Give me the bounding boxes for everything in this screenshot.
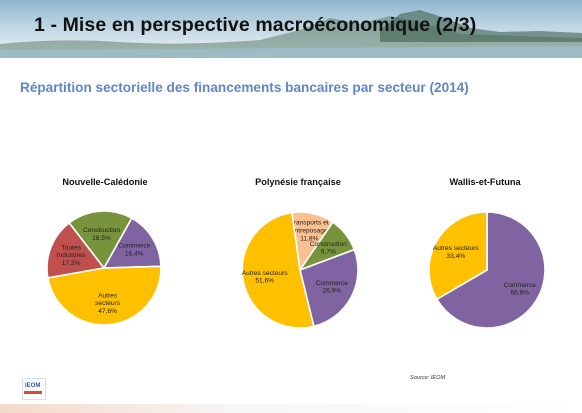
slice-value-label: 16,4% (125, 251, 144, 258)
slice-value-label: 47,6% (98, 308, 117, 315)
slice-category-label: Autres secteurs (433, 245, 480, 252)
slice-value-label: 18,5% (92, 235, 111, 242)
pie-chart-wallis-et-futuna: Wallis-et-Futuna Commerce 66,6% Autres sec… (388, 170, 582, 370)
slice-category-label: Autres (98, 292, 118, 299)
slice-label-construction: Construction 9,7% (310, 241, 347, 256)
chart-title: Polynésie française (255, 177, 341, 187)
slice-category-label: entreposage (291, 228, 328, 235)
slice-label-commerce: Commerce 16,4% (118, 243, 151, 258)
slice-label-transports-et-entreposage: Transports et entreposage 11,8% (290, 220, 329, 243)
slice-category-label: Construction (83, 227, 120, 234)
slice-label-toutes-industries: Toutes Industries 17,3% (57, 244, 86, 267)
slice-label-commerce: Commerce 66,6% (504, 282, 537, 297)
slice-category-label: Autres secteurs (242, 270, 289, 277)
page-title: 1 - Mise en perspective macroéconomique … (34, 14, 477, 36)
slice-label-autres-secteurs: Autres secteurs 51,6% (242, 270, 289, 285)
slice-value-label: 17,3% (62, 260, 81, 267)
slice-label-autres-secteurs: Autres secteurs 47,6% (95, 292, 121, 315)
slice-category-label: Commerce (504, 282, 537, 289)
logo-text: IEOM (25, 383, 41, 389)
slice-category-label: Construction (310, 241, 347, 248)
pie-svg: Commerce 66,6% Autres secteurs 33,4% (428, 211, 546, 329)
ieom-logo: IEOM (22, 378, 46, 400)
slice-label-autres-secteurs: Autres secteurs 33,4% (433, 245, 480, 260)
logo-stripe (24, 391, 42, 394)
slice-value-label: 51,6% (255, 278, 274, 285)
slice-category-label: Toutes (61, 244, 81, 251)
slice-category-label: Commerce (118, 243, 151, 250)
chart-title: Nouvelle-Calédonie (62, 177, 148, 187)
slice-value-label: 9,7% (321, 249, 336, 256)
pie-slice-autres-secteurs (46, 265, 162, 326)
slice-value-label: 33,4% (446, 253, 465, 260)
pie-chart-polynesie-francaise: Polynésie française Transports et entrepo… (201, 170, 395, 370)
pie-slice-commerce (435, 211, 546, 329)
slice-value-label: 26,9% (322, 288, 341, 295)
chart-title: Wallis-et-Futuna (449, 177, 521, 187)
island-landscape-image (0, 10, 582, 58)
pie-slice-construction (68, 210, 133, 270)
slice-category-label: Transports et (290, 220, 329, 227)
slice-value-label: 11,8% (300, 235, 318, 242)
pie-svg: Transports et entreposage 11,8%Constructio… (241, 211, 359, 329)
footer-decoration (0, 404, 582, 413)
slice-value-label: 66,6% (510, 290, 529, 297)
pie-chart-nouvelle-caledonie: Nouvelle-Calédonie Toutes Industries 17,3%… (8, 170, 202, 370)
slice-label-commerce: Commerce 26,9% (316, 280, 349, 295)
header-banner: 1 - Mise en perspective macroéconomique … (0, 0, 582, 58)
pie-slice-autres-secteurs (428, 211, 488, 301)
pie-slice-autres-secteurs (241, 211, 315, 329)
source-note: Source: IEOM (410, 375, 446, 381)
pie-svg: Toutes Industries 17,3%Construction 18,5%Co… (46, 210, 162, 326)
pie-slice-toutes-industries (46, 221, 106, 279)
slice-label-construction: Construction 18,5% (83, 227, 120, 242)
slice-category-label: Industries (57, 252, 86, 259)
chart-subtitle: Répartition sectorielle des financements… (20, 80, 469, 95)
pie-slice-commerce (102, 217, 162, 269)
slice-category-label: Commerce (316, 280, 349, 287)
slice-category-label: secteurs (95, 300, 121, 307)
pie-slice-commerce (299, 248, 359, 328)
